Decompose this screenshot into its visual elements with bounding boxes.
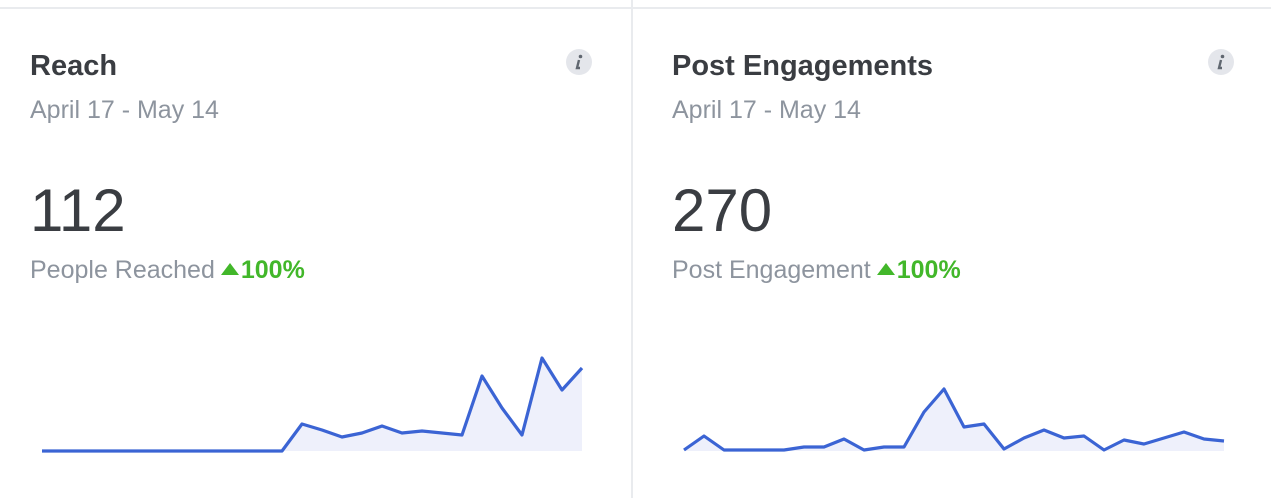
change-value: 100% [896, 256, 961, 284]
info-dot [578, 54, 583, 59]
up-arrow [220, 263, 239, 275]
info-icon [566, 49, 592, 75]
info-stem [575, 59, 581, 70]
date-range: April 17 - May 14 [672, 96, 861, 124]
sparkline-area [684, 389, 1224, 451]
sparkline [683, 387, 1225, 452]
divider [631, 0, 633, 498]
metric-card: Reach April 17 - May 14 112 People Reached 1… [0, 0, 600, 498]
sparkline-line [683, 387, 1225, 452]
metric-card: Post Engagements April 17 - May 14 270 Post… [642, 0, 1242, 498]
sparkline [42, 356, 584, 453]
metric-row: People Reached 100% [30, 256, 305, 285]
card-title: Post Engagements [672, 50, 934, 82]
up-arrow-shape [220, 263, 239, 275]
sparkline-line [42, 356, 584, 453]
metric-value: 112 [30, 177, 126, 244]
info-stem [1217, 59, 1223, 70]
metric-label: Post Engagement [672, 256, 871, 284]
info-icon [1208, 49, 1234, 75]
date-range: April 17 - May 14 [30, 96, 219, 124]
metric-row: Post Engagement 100% [672, 256, 961, 285]
info-dot [1220, 54, 1225, 59]
up-arrow-shape [876, 263, 895, 275]
change-value: 100% [240, 256, 305, 284]
top-border [0, 7, 1271, 9]
up-arrow [876, 263, 895, 275]
card-title: Reach [30, 50, 118, 82]
metric-value: 270 [672, 177, 773, 244]
metric-label: People Reached [30, 256, 215, 284]
